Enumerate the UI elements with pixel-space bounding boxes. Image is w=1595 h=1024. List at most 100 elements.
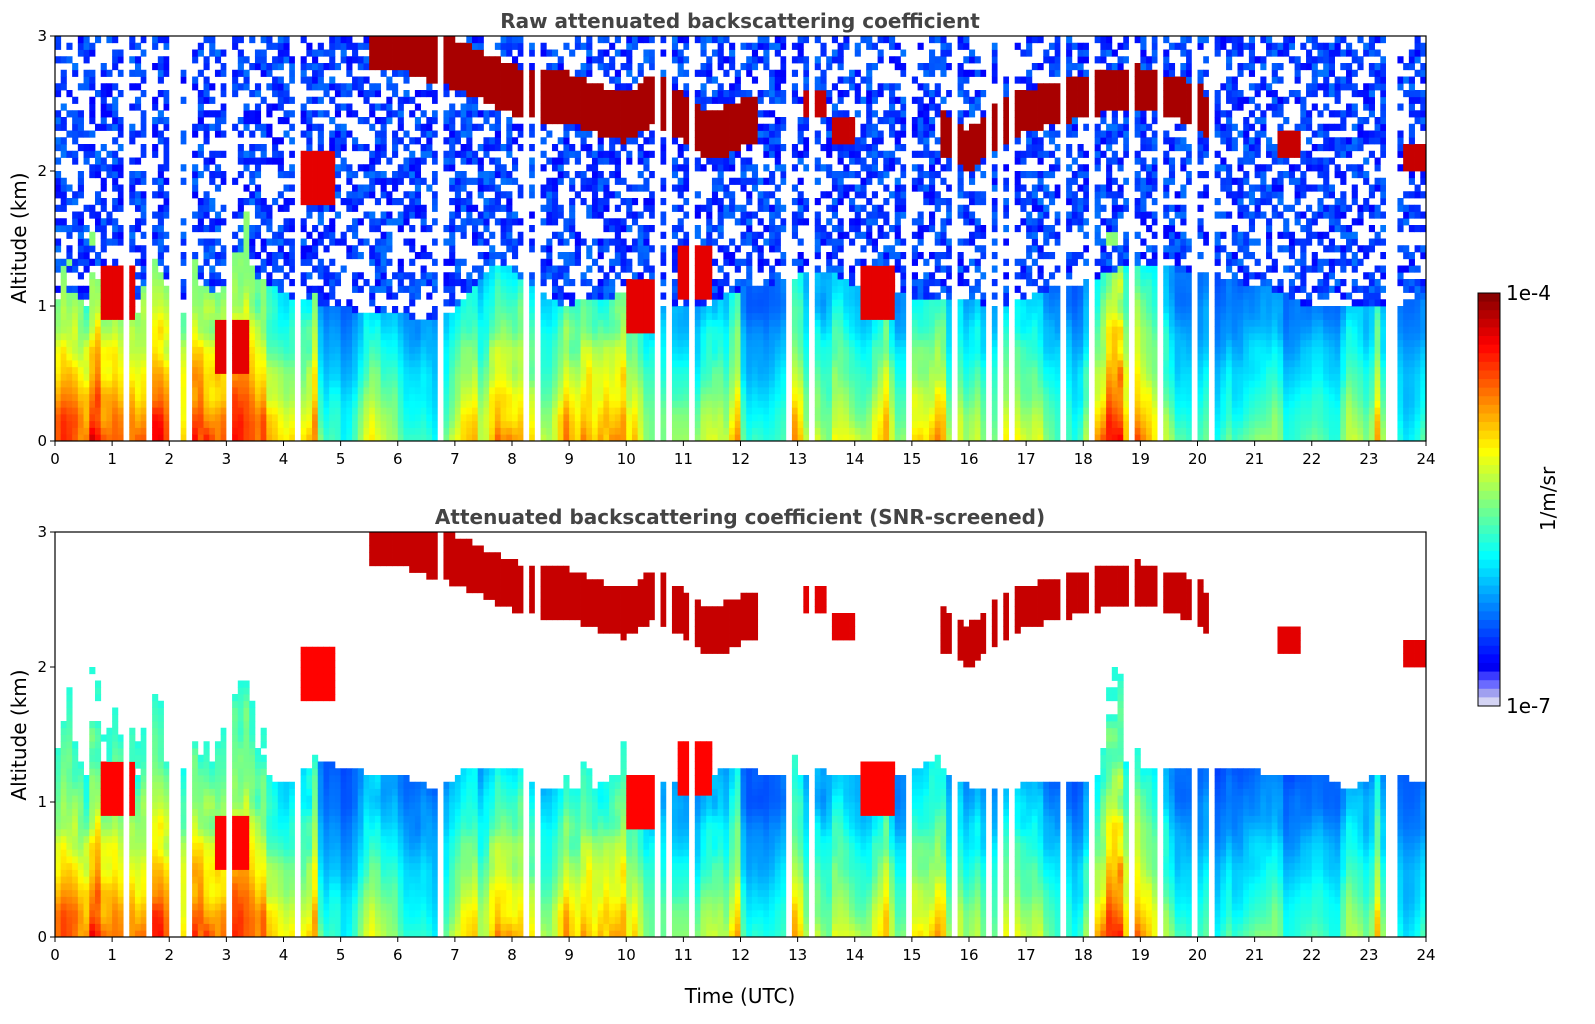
heatmap-cell	[540, 191, 547, 199]
heatmap-cell	[420, 353, 427, 361]
heatmap-cell	[517, 312, 524, 320]
heatmap-cell	[603, 306, 610, 314]
heatmap-cell	[569, 144, 576, 152]
heatmap-cell	[414, 427, 421, 435]
heatmap-cell	[232, 414, 239, 422]
heatmap-cell	[346, 164, 353, 172]
heatmap-cell	[152, 177, 159, 185]
heatmap-cell	[717, 137, 724, 145]
heatmap-cell	[289, 279, 296, 287]
heatmap-cell	[494, 407, 501, 415]
heatmap-cell	[614, 76, 621, 84]
heatmap-cell	[426, 312, 433, 320]
heatmap-cell	[180, 69, 187, 77]
heatmap-cell	[386, 96, 393, 104]
heatmap-cell	[203, 110, 210, 118]
heatmap-cell	[500, 238, 507, 246]
heatmap-cell	[546, 407, 553, 415]
heatmap-cell	[683, 339, 690, 347]
heatmap-cell	[443, 353, 450, 361]
heatmap-cell	[94, 150, 102, 158]
heatmap-cell	[449, 427, 456, 435]
heatmap-cell	[392, 414, 399, 422]
heatmap-cell	[352, 393, 359, 401]
heatmap-cell	[477, 353, 484, 361]
heatmap-cell	[392, 49, 399, 57]
heatmap-cell	[683, 171, 690, 179]
heatmap-cell	[620, 198, 627, 206]
heatmap-cell	[734, 177, 741, 185]
heatmap-cell	[517, 400, 524, 408]
heatmap-cell	[449, 387, 456, 395]
heatmap-cell	[529, 420, 536, 428]
heatmap-cell	[751, 123, 759, 131]
heatmap-cell	[209, 265, 216, 273]
heatmap-cell	[357, 312, 364, 320]
heatmap-cell	[517, 373, 524, 381]
heatmap-cell	[563, 366, 570, 374]
heatmap-cell	[157, 56, 164, 64]
heatmap-cell	[117, 238, 124, 246]
heatmap-cell	[746, 366, 753, 374]
heatmap-cell	[597, 299, 604, 307]
heatmap-cell	[374, 346, 382, 354]
heatmap-cell	[254, 353, 262, 361]
heatmap-cell	[55, 400, 62, 408]
heatmap-cell	[586, 83, 593, 91]
heatmap-cell	[140, 218, 147, 226]
heatmap-cell	[734, 258, 741, 266]
heatmap-cell	[546, 69, 553, 77]
heatmap-cell	[380, 319, 387, 327]
heatmap-cell	[214, 299, 222, 307]
heatmap-cell	[72, 387, 79, 395]
heatmap-cell	[483, 292, 490, 300]
heatmap-cell	[597, 326, 604, 334]
heatmap-cell	[409, 387, 416, 395]
heatmap-cell	[472, 306, 479, 314]
heatmap-cell	[494, 285, 501, 293]
heatmap-cell	[740, 96, 747, 104]
heatmap-cell	[283, 312, 290, 320]
heatmap-cell	[700, 49, 707, 57]
heatmap-cell	[403, 380, 410, 388]
heatmap-cell	[117, 366, 124, 374]
heatmap-cell	[466, 211, 473, 219]
heatmap-cell	[729, 238, 736, 246]
heatmap-cell	[477, 238, 484, 246]
heatmap-cell	[694, 69, 701, 77]
heatmap-cell	[397, 258, 404, 266]
heatmap-cell	[129, 339, 136, 347]
heatmap-cell	[626, 49, 633, 57]
heatmap-cell	[397, 164, 404, 172]
heatmap-cell	[506, 306, 513, 314]
heatmap-cell	[192, 353, 199, 361]
heatmap-cell	[660, 312, 667, 320]
heatmap-cell	[449, 184, 456, 192]
heatmap-cell	[746, 292, 753, 300]
heatmap-cell	[386, 117, 393, 125]
heatmap-cell	[649, 407, 656, 415]
heatmap-cell	[432, 56, 439, 64]
heatmap-cell	[711, 346, 719, 354]
heatmap-cell	[77, 420, 84, 428]
heatmap-cell	[426, 346, 433, 354]
heatmap-cell	[517, 272, 524, 280]
heatmap-cell	[706, 279, 713, 287]
heatmap-cell	[563, 265, 570, 273]
heatmap-cell	[112, 339, 119, 347]
heatmap-cell	[449, 63, 456, 71]
heatmap-cell	[329, 117, 336, 125]
heatmap-cell	[643, 306, 650, 314]
heatmap-cell	[643, 420, 650, 428]
heatmap-cell	[454, 306, 461, 314]
heatmap-cell	[506, 319, 513, 327]
heatmap-cell	[260, 49, 267, 57]
heatmap-cell	[157, 117, 164, 125]
heatmap-cell	[392, 137, 399, 145]
heatmap-cell	[472, 42, 479, 50]
heatmap-cell	[432, 130, 439, 138]
heatmap-cell	[574, 130, 581, 138]
heatmap-cell	[346, 204, 353, 212]
heatmap-cell	[72, 63, 79, 71]
heatmap-cell	[586, 184, 593, 192]
